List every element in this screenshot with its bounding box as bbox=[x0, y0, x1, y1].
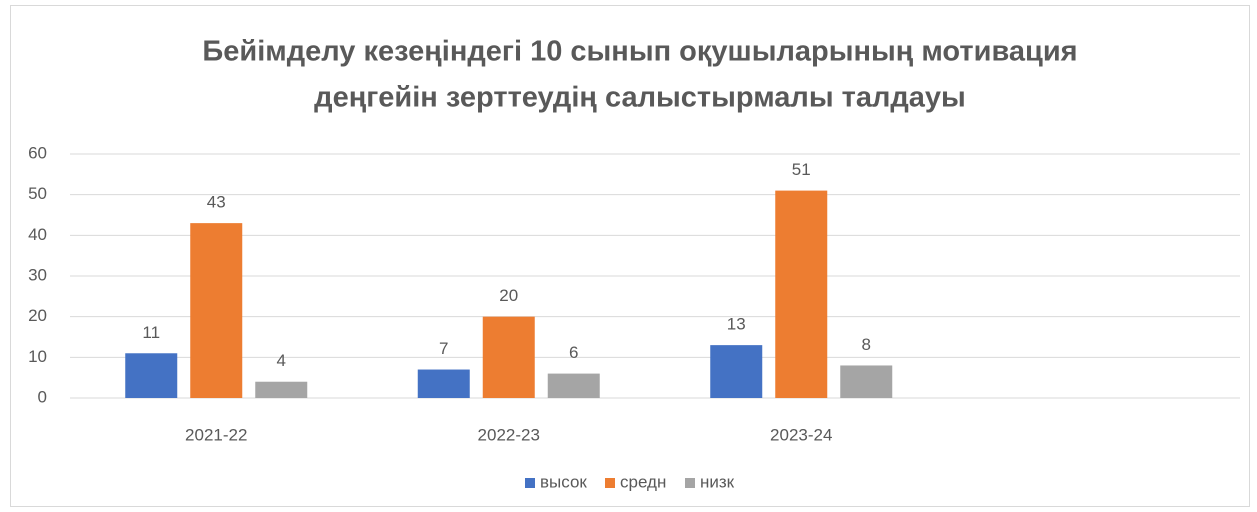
legend-label: средн bbox=[620, 472, 666, 491]
x-tick-label: 2022-23 bbox=[478, 425, 540, 444]
legend-swatch bbox=[685, 478, 695, 488]
y-tick-label: 30 bbox=[28, 265, 47, 284]
bar bbox=[417, 369, 470, 398]
bar bbox=[190, 223, 243, 398]
data-label: 7 bbox=[439, 339, 448, 358]
legend-swatch bbox=[605, 478, 615, 488]
y-tick-label: 20 bbox=[28, 306, 47, 325]
y-tick-label: 60 bbox=[28, 143, 47, 162]
bar bbox=[547, 373, 600, 398]
data-label: 6 bbox=[569, 343, 578, 362]
data-label: 4 bbox=[277, 351, 286, 370]
x-tick-label: 2023-24 bbox=[770, 425, 832, 444]
data-label: 43 bbox=[207, 193, 226, 212]
bar bbox=[710, 345, 763, 398]
legend-label: низк bbox=[700, 472, 735, 491]
y-tick-label: 10 bbox=[28, 347, 47, 366]
data-label: 11 bbox=[142, 323, 160, 342]
bar bbox=[255, 381, 308, 398]
chart-title: Бейімделу кезеңіндегі 10 сынып оқушылары… bbox=[202, 36, 1077, 68]
data-label: 20 bbox=[499, 286, 518, 305]
x-tick-label: 2021-22 bbox=[185, 425, 247, 444]
data-label: 51 bbox=[792, 160, 811, 179]
chart-title: деңгейін зерттеудің салыстырмалы талдауы bbox=[314, 82, 966, 114]
y-tick-label: 40 bbox=[28, 225, 47, 244]
legend-label: высок bbox=[540, 472, 587, 491]
bar bbox=[482, 316, 535, 398]
y-tick-label: 50 bbox=[28, 184, 47, 203]
data-label: 8 bbox=[862, 335, 871, 354]
y-tick-label: 0 bbox=[38, 387, 47, 406]
bar bbox=[775, 190, 828, 398]
bar bbox=[840, 365, 893, 398]
legend-swatch bbox=[525, 478, 535, 488]
data-label: 13 bbox=[727, 315, 746, 334]
bar bbox=[125, 353, 178, 398]
